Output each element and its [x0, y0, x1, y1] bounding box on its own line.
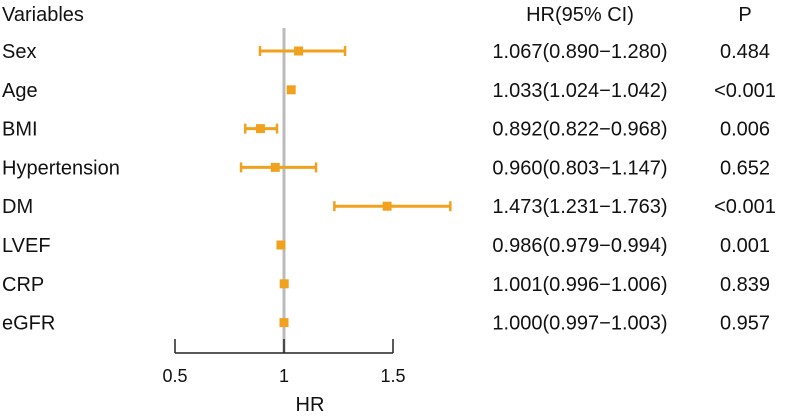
row-hr-ci-text: 0.892(0.822−0.968) [492, 119, 667, 141]
row-p-value: <0.001 [714, 80, 776, 102]
hr-point-marker [270, 162, 280, 172]
row-variable-label: Sex [2, 41, 36, 63]
row-hr-ci-text: 0.960(0.803−1.147) [492, 157, 667, 179]
hr-point-marker [279, 279, 289, 289]
x-tick-label: 0.5 [162, 366, 187, 386]
hr-point-marker [382, 201, 392, 211]
row-hr-ci-text: 1.033(1.024−1.042) [492, 80, 667, 102]
row-variable-label: CRP [2, 274, 44, 296]
x-tick-label: 1 [279, 366, 289, 386]
header-p-value: P [738, 4, 751, 26]
row-p-value: 0.001 [720, 235, 770, 257]
row-variable-label: eGFR [2, 313, 55, 335]
hr-point-marker [286, 85, 296, 95]
x-tick-label: 1.5 [380, 366, 405, 386]
hr-point-marker [294, 46, 304, 56]
row-p-value: <0.001 [714, 196, 776, 218]
hr-point-marker [255, 124, 265, 134]
row-hr-ci-text: 1.000(0.997−1.003) [492, 313, 667, 335]
row-hr-ci-text: 1.067(0.890−1.280) [492, 41, 667, 63]
row-variable-label: LVEF [2, 235, 51, 257]
row-p-value: 0.006 [720, 119, 770, 141]
header-hr-ci: HR(95% CI) [526, 4, 634, 26]
header-variables: Variables [2, 4, 84, 26]
row-p-value: 0.484 [720, 41, 770, 63]
row-variable-label: Hypertension [2, 157, 120, 179]
hr-point-marker [279, 318, 289, 328]
row-hr-ci-text: 1.473(1.231−1.763) [492, 196, 667, 218]
hr-point-marker [276, 240, 286, 250]
x-axis-label: HR [296, 394, 325, 416]
row-p-value: 0.839 [720, 274, 770, 296]
row-variable-label: BMI [2, 119, 38, 141]
row-p-value: 0.957 [720, 313, 770, 335]
row-hr-ci-text: 1.001(0.996−1.006) [492, 274, 667, 296]
row-variable-label: Age [2, 80, 38, 102]
row-hr-ci-text: 0.986(0.979−0.994) [492, 235, 667, 257]
row-p-value: 0.652 [720, 157, 770, 179]
row-variable-label: DM [2, 196, 33, 218]
